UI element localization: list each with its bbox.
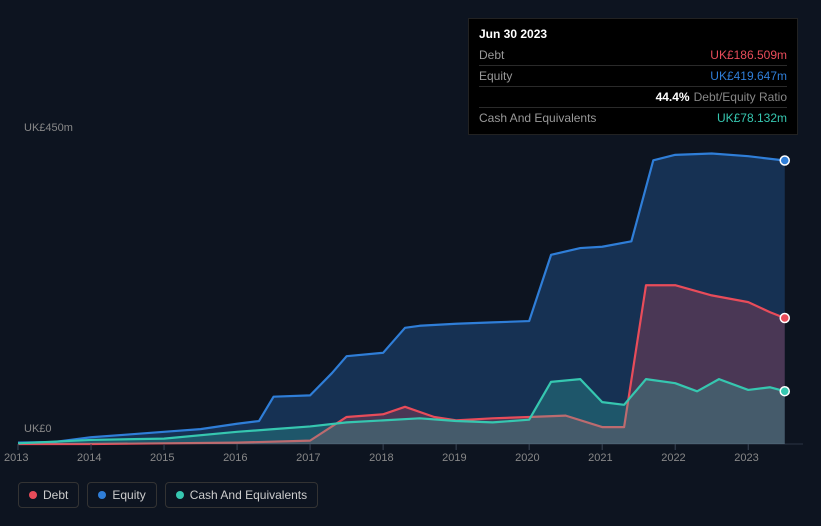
tooltip-row-value: UK£186.509m [710, 46, 787, 64]
x-axis-tick-label: 2020 [515, 452, 539, 464]
tooltip-row-label: Debt [479, 46, 504, 64]
tooltip-row-value: UK£419.647m [710, 67, 787, 85]
x-axis-tick-label: 2023 [734, 452, 758, 464]
x-axis-tick-label: 2021 [588, 452, 612, 464]
legend-item-label: Cash And Equivalents [190, 488, 307, 502]
tooltip-row-label: Cash And Equivalents [479, 109, 596, 127]
x-axis-tick-label: 2017 [296, 452, 320, 464]
legend-dot-icon [29, 491, 37, 499]
legend-item[interactable]: Cash And Equivalents [165, 482, 318, 508]
tooltip-row: Debt UK£186.509m [479, 45, 787, 66]
legend-dot-icon [98, 491, 106, 499]
legend-item-label: Equity [112, 488, 145, 502]
x-axis-tick-label: 2016 [223, 452, 247, 464]
x-axis-tick-label: 2013 [4, 452, 28, 464]
tooltip-row-label: Equity [479, 67, 512, 85]
tooltip-row: Equity UK£419.647m [479, 66, 787, 87]
y-axis-label-min: UK£0 [24, 423, 52, 435]
tooltip-title: Jun 30 2023 [479, 25, 787, 43]
chart-legend: Debt Equity Cash And Equivalents [18, 482, 318, 508]
x-axis-tick-label: 2014 [77, 452, 101, 464]
y-axis-label-max: UK£450m [24, 122, 73, 134]
x-axis-tick-label: 2015 [150, 452, 174, 464]
tooltip-row-value: UK£78.132m [717, 109, 787, 127]
hover-tooltip: Jun 30 2023 Debt UK£186.509m Equity UK£419.… [468, 18, 798, 135]
tooltip-row-ratio: 44.4%Debt/Equity Ratio [656, 88, 787, 106]
legend-dot-icon [176, 491, 184, 499]
tooltip-row: 44.4%Debt/Equity Ratio [479, 87, 787, 108]
legend-item-label: Debt [43, 488, 68, 502]
x-axis-tick-label: 2019 [442, 452, 466, 464]
x-axis-tick-label: 2022 [661, 452, 685, 464]
tooltip-row: Cash And Equivalents UK£78.132m [479, 108, 787, 128]
legend-item[interactable]: Equity [87, 482, 156, 508]
legend-item[interactable]: Debt [18, 482, 79, 508]
x-axis-tick-label: 2018 [369, 452, 393, 464]
